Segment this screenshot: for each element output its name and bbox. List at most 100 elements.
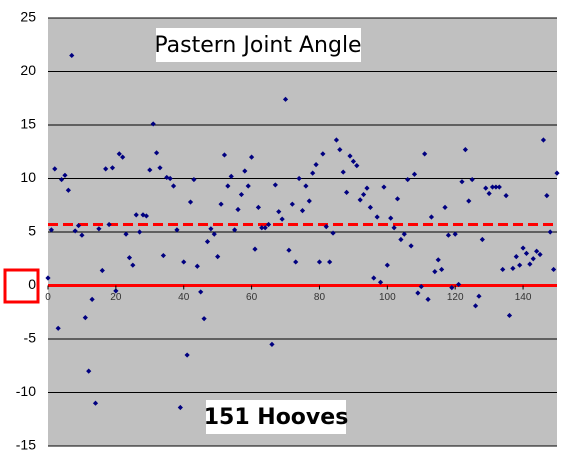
point (181, 259, 187, 265)
point (408, 243, 414, 249)
point (462, 147, 468, 153)
point (506, 312, 513, 319)
point (350, 158, 356, 164)
point (194, 263, 200, 269)
point (106, 221, 112, 228)
point (523, 250, 530, 256)
y-tick-label: 0 (28, 276, 36, 292)
point (120, 154, 126, 160)
point (113, 288, 119, 294)
point (360, 191, 367, 198)
y-tick-label: -10 (16, 383, 36, 399)
point (472, 303, 479, 309)
point (225, 183, 231, 189)
point (160, 252, 166, 259)
point (269, 341, 275, 347)
point (398, 236, 404, 243)
point (147, 167, 153, 173)
point (554, 170, 560, 176)
point (238, 191, 245, 198)
point (75, 222, 82, 229)
point (418, 283, 424, 290)
point (415, 290, 421, 296)
point (65, 187, 71, 193)
y-tick-label: -5 (24, 330, 37, 346)
point (96, 226, 102, 232)
point (391, 225, 397, 231)
point (153, 150, 160, 156)
point (520, 245, 526, 251)
point (48, 227, 54, 233)
y-tick-label: -15 (16, 437, 36, 451)
point (479, 236, 485, 243)
point (425, 296, 431, 303)
point (537, 251, 543, 258)
point (347, 153, 353, 159)
point (191, 176, 197, 183)
point (255, 204, 261, 210)
y-tick-label: 5 (28, 223, 36, 239)
point (364, 185, 370, 191)
point (489, 184, 496, 190)
point (72, 228, 78, 234)
point (459, 179, 465, 185)
point (177, 404, 183, 411)
annotation-count: 151 Hooves (204, 405, 349, 430)
point (170, 183, 177, 189)
y-tick-label: 15 (20, 116, 36, 132)
point (215, 254, 221, 260)
point (201, 316, 207, 322)
point (327, 259, 333, 265)
point (232, 227, 238, 233)
point (337, 147, 343, 153)
point (293, 259, 299, 265)
point (371, 275, 377, 281)
point (208, 226, 214, 232)
point (384, 262, 390, 268)
point (150, 121, 156, 127)
point (303, 183, 309, 189)
highlight-box (3, 268, 40, 304)
point (377, 279, 384, 285)
point (143, 213, 150, 219)
point (357, 197, 363, 203)
point (211, 231, 217, 237)
y-tick-label: 20 (20, 62, 36, 78)
point (313, 161, 319, 168)
point (167, 175, 173, 182)
point (99, 267, 105, 274)
point (540, 137, 547, 143)
x-tick-label: 100 (379, 292, 396, 303)
point (469, 176, 475, 183)
point (286, 247, 292, 253)
point (252, 246, 258, 252)
point (79, 232, 85, 238)
point (388, 215, 394, 221)
point (296, 175, 302, 182)
title-box (156, 28, 361, 62)
point (289, 201, 295, 207)
point (510, 265, 516, 271)
point (62, 172, 68, 178)
point (276, 209, 282, 215)
x-tick-label: 40 (178, 292, 190, 303)
point (455, 281, 462, 288)
point (218, 201, 224, 207)
point (86, 368, 92, 374)
point (259, 225, 265, 231)
point (130, 262, 136, 268)
point (316, 259, 323, 265)
point (198, 289, 204, 295)
point (187, 199, 194, 205)
x-tick-label: 0 (45, 292, 51, 303)
point (69, 52, 75, 59)
point (394, 196, 401, 202)
point (330, 230, 336, 236)
point (323, 224, 329, 230)
point (242, 168, 248, 174)
point (228, 173, 234, 179)
x-tick-label: 120 (447, 292, 464, 303)
point (310, 170, 316, 176)
point (530, 256, 536, 262)
point (137, 229, 143, 235)
